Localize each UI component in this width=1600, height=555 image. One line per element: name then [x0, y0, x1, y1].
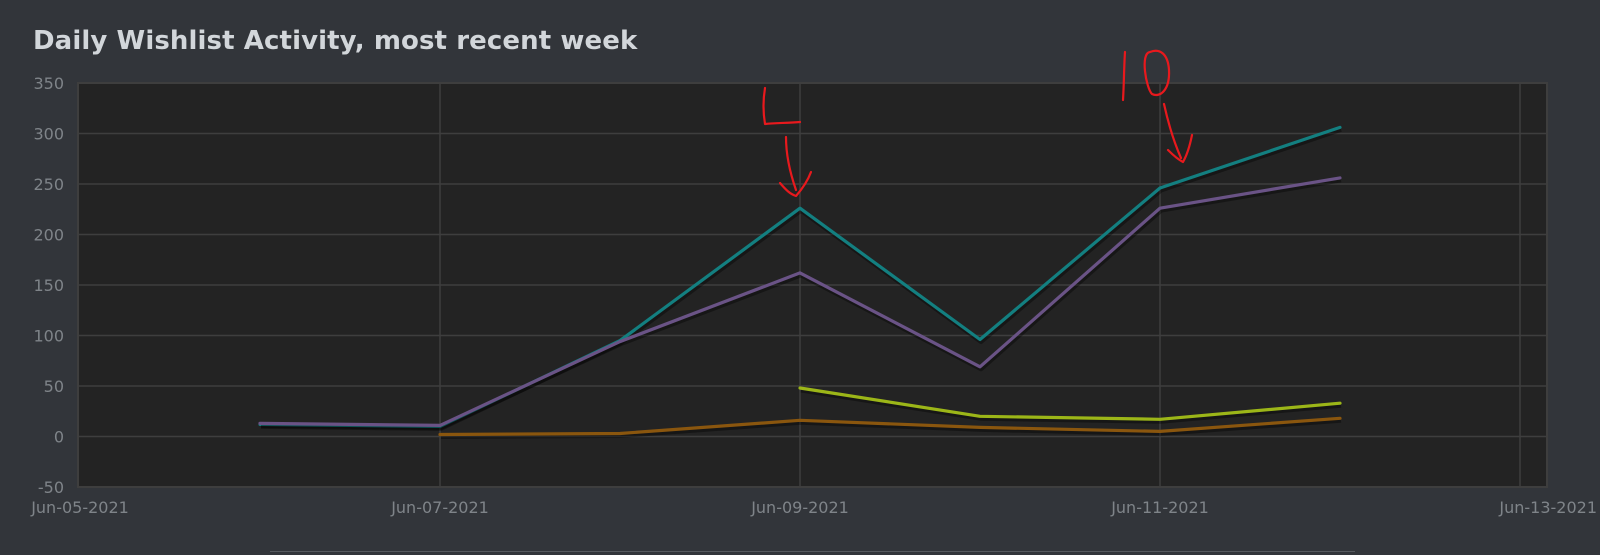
annotation-10-zero	[1143, 49, 1171, 97]
bottom-divider	[270, 551, 1355, 552]
series-line-shadow	[440, 417, 1342, 439]
y-axis-ticks: 350 300 250 200 150 100 50 0 -50	[33, 74, 64, 497]
y-tick-label: 300	[33, 125, 64, 144]
annotation-l-arrow	[778, 135, 813, 198]
y-tick-label: 350	[33, 74, 64, 93]
chart-title: Daily Wishlist Activity, most recent wee…	[33, 26, 638, 56]
series-lines	[258, 125, 1342, 439]
x-tick-label: Jun-09-2021	[750, 498, 849, 517]
series-line-3	[798, 386, 1342, 421]
annotation-10-one	[1121, 50, 1127, 102]
y-tick-label: 250	[33, 175, 64, 194]
y-tick-label: 150	[33, 276, 64, 295]
y-tick-label: -50	[38, 478, 64, 497]
x-tick-label: Jun-13-2021	[1498, 498, 1597, 517]
series-line-shadow	[800, 387, 1342, 424]
series-line-4	[438, 416, 1342, 437]
y-tick-label: 0	[54, 428, 64, 447]
annotation-10	[1121, 49, 1194, 164]
y-tick-label: 200	[33, 226, 64, 245]
annotation-10-arrow	[1162, 102, 1194, 164]
x-axis-ticks: Jun-05-2021 Jun-07-2021 Jun-09-2021 Jun-11-…	[30, 498, 1597, 517]
x-tick-label: Jun-11-2021	[1110, 498, 1209, 517]
x-tick-label: Jun-07-2021	[390, 498, 489, 517]
series-line-2	[258, 176, 1342, 427]
y-tick-label: 100	[33, 327, 64, 346]
annotation-l	[762, 86, 813, 198]
annotation-l-glyph	[762, 86, 802, 126]
y-tick-label: 50	[44, 377, 64, 396]
x-tick-label: Jun-05-2021	[30, 498, 129, 517]
